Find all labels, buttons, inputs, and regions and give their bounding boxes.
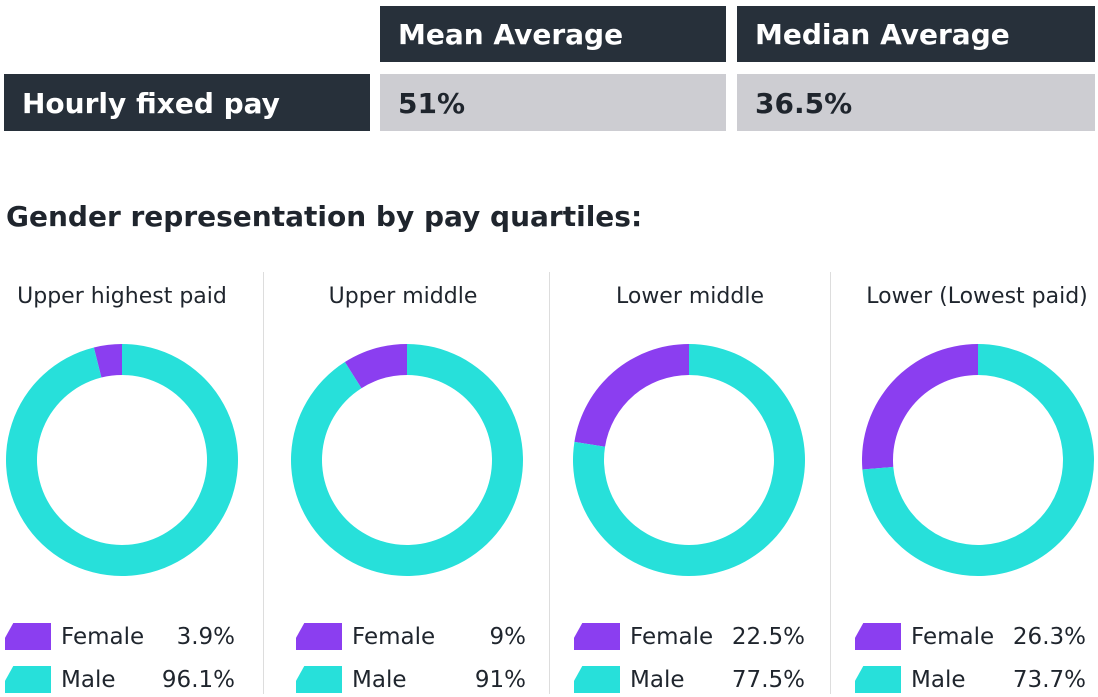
male-swatch <box>5 666 51 693</box>
female-slice <box>93 344 122 378</box>
male-swatch <box>574 666 620 693</box>
donut-chart-upper-middle <box>291 344 523 576</box>
legend-male-label: Male <box>61 667 116 693</box>
section-title: Gender representation by pay quartiles: <box>6 200 643 233</box>
male-slice <box>5 344 238 576</box>
legend-male: Male 77.5% <box>574 663 814 697</box>
female-swatch <box>5 623 51 650</box>
male-swatch <box>296 666 342 693</box>
legend-female-label: Female <box>352 624 436 650</box>
donut-chart-upper-highest <box>5 344 238 576</box>
female-value: 3.9% <box>176 624 235 650</box>
female-value: 22.5% <box>731 624 805 650</box>
female-swatch <box>855 623 901 650</box>
male-value: 77.5% <box>731 667 805 693</box>
male-value: 91% <box>474 667 526 693</box>
legend-male-label: Male <box>352 667 407 693</box>
legend-female-label: Female <box>630 624 714 650</box>
hourly-fixed-pay-label: Hourly fixed pay <box>4 74 370 131</box>
donut-chart-lower <box>862 344 1094 576</box>
legend-male-label: Male <box>911 667 966 693</box>
female-value: 26.3% <box>1012 624 1086 650</box>
female-slice <box>574 344 689 447</box>
legend-female: Female 22.5% <box>574 620 814 654</box>
legend-male: Male 96.1% <box>5 663 245 697</box>
quartile-title-lower: Lower (Lowest paid) <box>866 284 1088 309</box>
legend-female: Female 3.9% <box>5 620 245 654</box>
female-slice <box>862 344 978 470</box>
male-swatch <box>855 666 901 693</box>
female-slice <box>344 344 407 389</box>
legend-female: Female 9% <box>296 620 536 654</box>
quartile-divider <box>830 272 831 694</box>
male-value: 73.7% <box>1012 667 1086 693</box>
quartile-divider <box>263 272 264 694</box>
female-swatch <box>296 623 342 650</box>
quartile-title-upper-middle: Upper middle <box>328 284 478 309</box>
legend-male-label: Male <box>630 667 685 693</box>
male-value: 96.1% <box>161 667 235 693</box>
legend-female-label: Female <box>61 624 145 650</box>
legend-male: Male 91% <box>296 663 536 697</box>
quartile-divider <box>549 272 550 694</box>
quartile-title-lower-middle: Lower middle <box>615 284 765 309</box>
quartile-title-upper-highest: Upper highest paid <box>17 284 227 309</box>
mean-average-value: 51% <box>380 74 726 131</box>
legend-male: Male 73.7% <box>855 663 1095 697</box>
donut-chart-lower-middle <box>573 344 805 576</box>
legend-female-label: Female <box>911 624 995 650</box>
legend-female: Female 26.3% <box>855 620 1095 654</box>
mean-average-header: Mean Average <box>380 6 726 62</box>
female-value: 9% <box>489 624 527 650</box>
median-average-value: 36.5% <box>737 74 1095 131</box>
median-average-header: Median Average <box>737 6 1095 62</box>
female-swatch <box>574 623 620 650</box>
male-slice <box>291 344 523 576</box>
